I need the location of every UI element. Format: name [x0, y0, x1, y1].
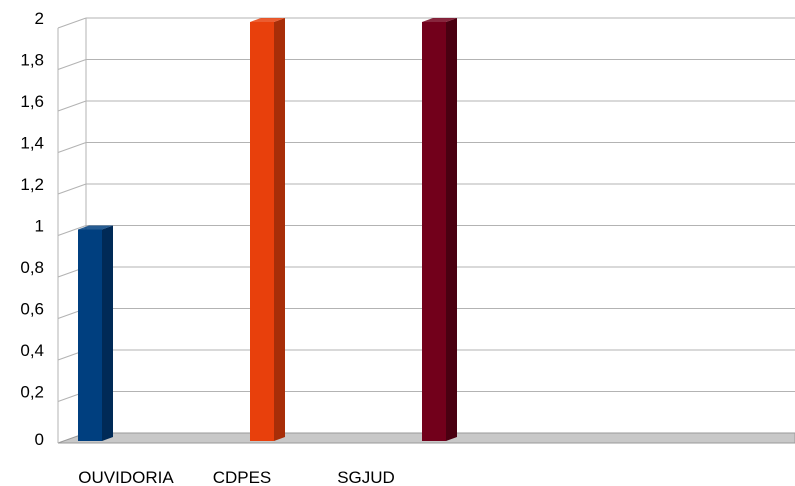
y-tick-label: 0,8 — [20, 258, 44, 277]
bar-top-ouvidoria — [78, 225, 113, 230]
y-tick-label: 0 — [35, 430, 44, 449]
y-tick-label: 1,2 — [20, 175, 44, 194]
x-category-label: SGJUD — [337, 468, 395, 486]
bar-sgjud — [422, 22, 446, 441]
y-tick-label: 0,2 — [20, 383, 44, 402]
y-tick-label: 0,6 — [20, 300, 44, 319]
y-tick-label: 0,4 — [20, 341, 44, 360]
bar-cdpes — [250, 22, 274, 441]
bar-top-sgjud — [422, 18, 457, 22]
x-category-label: OUVIDORIA — [78, 468, 174, 486]
side-wall-gridline — [57, 142, 87, 153]
y-tick-label: 1,6 — [20, 92, 44, 111]
side-wall-gridline — [57, 17, 87, 29]
y-tick-label: 1 — [35, 217, 44, 236]
y-tick-label: 1,8 — [20, 51, 44, 70]
y-tick-label: 2 — [35, 9, 44, 28]
x-category-label: CDPES — [213, 468, 272, 486]
bar-top-cdpes — [250, 18, 285, 22]
side-wall-gridline — [57, 225, 87, 236]
side-wall-gridline — [57, 100, 87, 112]
bar-ouvidoria — [78, 229, 102, 441]
side-wall-gridline — [57, 183, 87, 195]
x-axis-categories: OUVIDORIA CDPES SGJUD — [78, 468, 395, 486]
bar-side-cdpes — [274, 18, 285, 441]
bar-side-ouvidoria — [102, 225, 113, 441]
y-tick-label: 1,4 — [20, 134, 44, 153]
side-wall-gridline — [57, 59, 87, 70]
y-axis-ticks: 0 0,2 0,4 0,6 0,8 1 1,2 1,4 1,6 1,8 2 — [20, 9, 44, 449]
bars — [78, 18, 457, 441]
bar-side-sgjud — [446, 18, 457, 441]
